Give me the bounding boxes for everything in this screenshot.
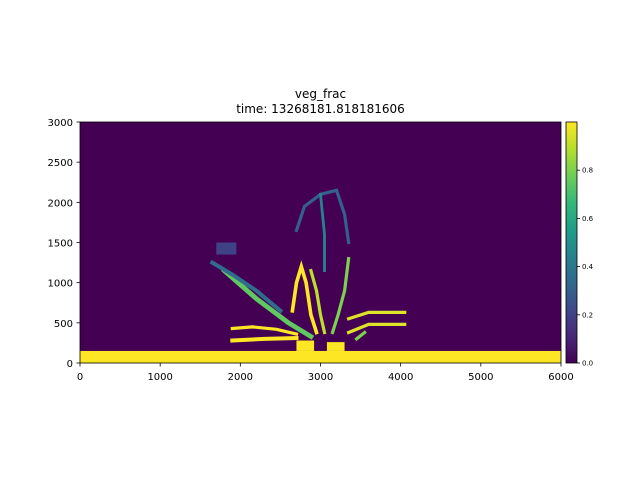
colorbar-gradient <box>565 121 578 364</box>
y-tick-label: 1500 <box>48 239 73 250</box>
x-axis: 0 1000 2000 3000 4000 5000 6000 <box>77 363 574 383</box>
y-tick-label: 1000 <box>48 279 73 290</box>
heatmap-feature-upper-stalk <box>318 192 326 273</box>
heatmap-background <box>80 122 561 363</box>
y-tick-label: 3000 <box>48 118 73 129</box>
colorbar-tick-label: 0.4 <box>582 263 594 271</box>
heatmap-feature-center-arm <box>308 268 327 335</box>
heatmap-feature-upper-arc <box>294 188 351 245</box>
heatmap-feature-channel-mouth-left <box>296 340 315 351</box>
heatmap-feature-west-levee-lower <box>230 336 299 343</box>
colorbar-tick-label: 0.0 <box>582 360 593 368</box>
y-tick-label: 500 <box>54 319 73 330</box>
y-tick-label: 2500 <box>48 158 73 169</box>
colorbar-tick-label: 0.2 <box>582 311 593 319</box>
colorbar-tick-label: 0.6 <box>582 215 594 223</box>
chart-title: veg_frac <box>295 87 346 101</box>
x-tick-label: 3000 <box>308 372 333 383</box>
x-tick-label: 2000 <box>228 372 253 383</box>
heatmap-feature-channel-mouth-right <box>326 342 345 351</box>
heatmap-feature-west-levee-upper <box>230 325 299 337</box>
colorbar: 0.0 0.2 0.4 0.6 0.8 <box>565 121 594 368</box>
heatmap-feature-shoreline-band <box>80 350 561 363</box>
heatmap-feature-east-levee-lower <box>346 322 407 335</box>
x-tick-label: 4000 <box>388 372 413 383</box>
heatmap-feature-east-levee-tip <box>354 330 367 342</box>
heatmap-feature-long-levee-nw <box>220 267 315 340</box>
x-tick-label: 0 <box>77 372 83 383</box>
x-tick-label: 1000 <box>147 372 172 383</box>
heatmap-plot-area <box>80 122 561 363</box>
y-tick-label: 0 <box>67 359 73 370</box>
heatmap-feature-center-left-arm <box>290 260 319 335</box>
heatmap-feature-east-levee-upper <box>346 310 407 321</box>
y-tick-label: 2000 <box>48 198 73 209</box>
x-tick-label: 5000 <box>468 372 493 383</box>
x-tick-label: 6000 <box>548 372 573 383</box>
y-axis: 0 500 1000 1500 2000 2500 3000 <box>48 118 80 370</box>
plot-frame <box>79 121 562 364</box>
heatmap-feature-center-right-arm <box>330 256 351 335</box>
colorbar-tick-label: 0.8 <box>582 167 593 175</box>
chart-subtitle: time: 13268181.818181606 <box>236 102 405 116</box>
heatmap-feature-nw-patch <box>216 242 237 255</box>
heatmap-feature-long-levee-nw-faint <box>209 259 284 314</box>
